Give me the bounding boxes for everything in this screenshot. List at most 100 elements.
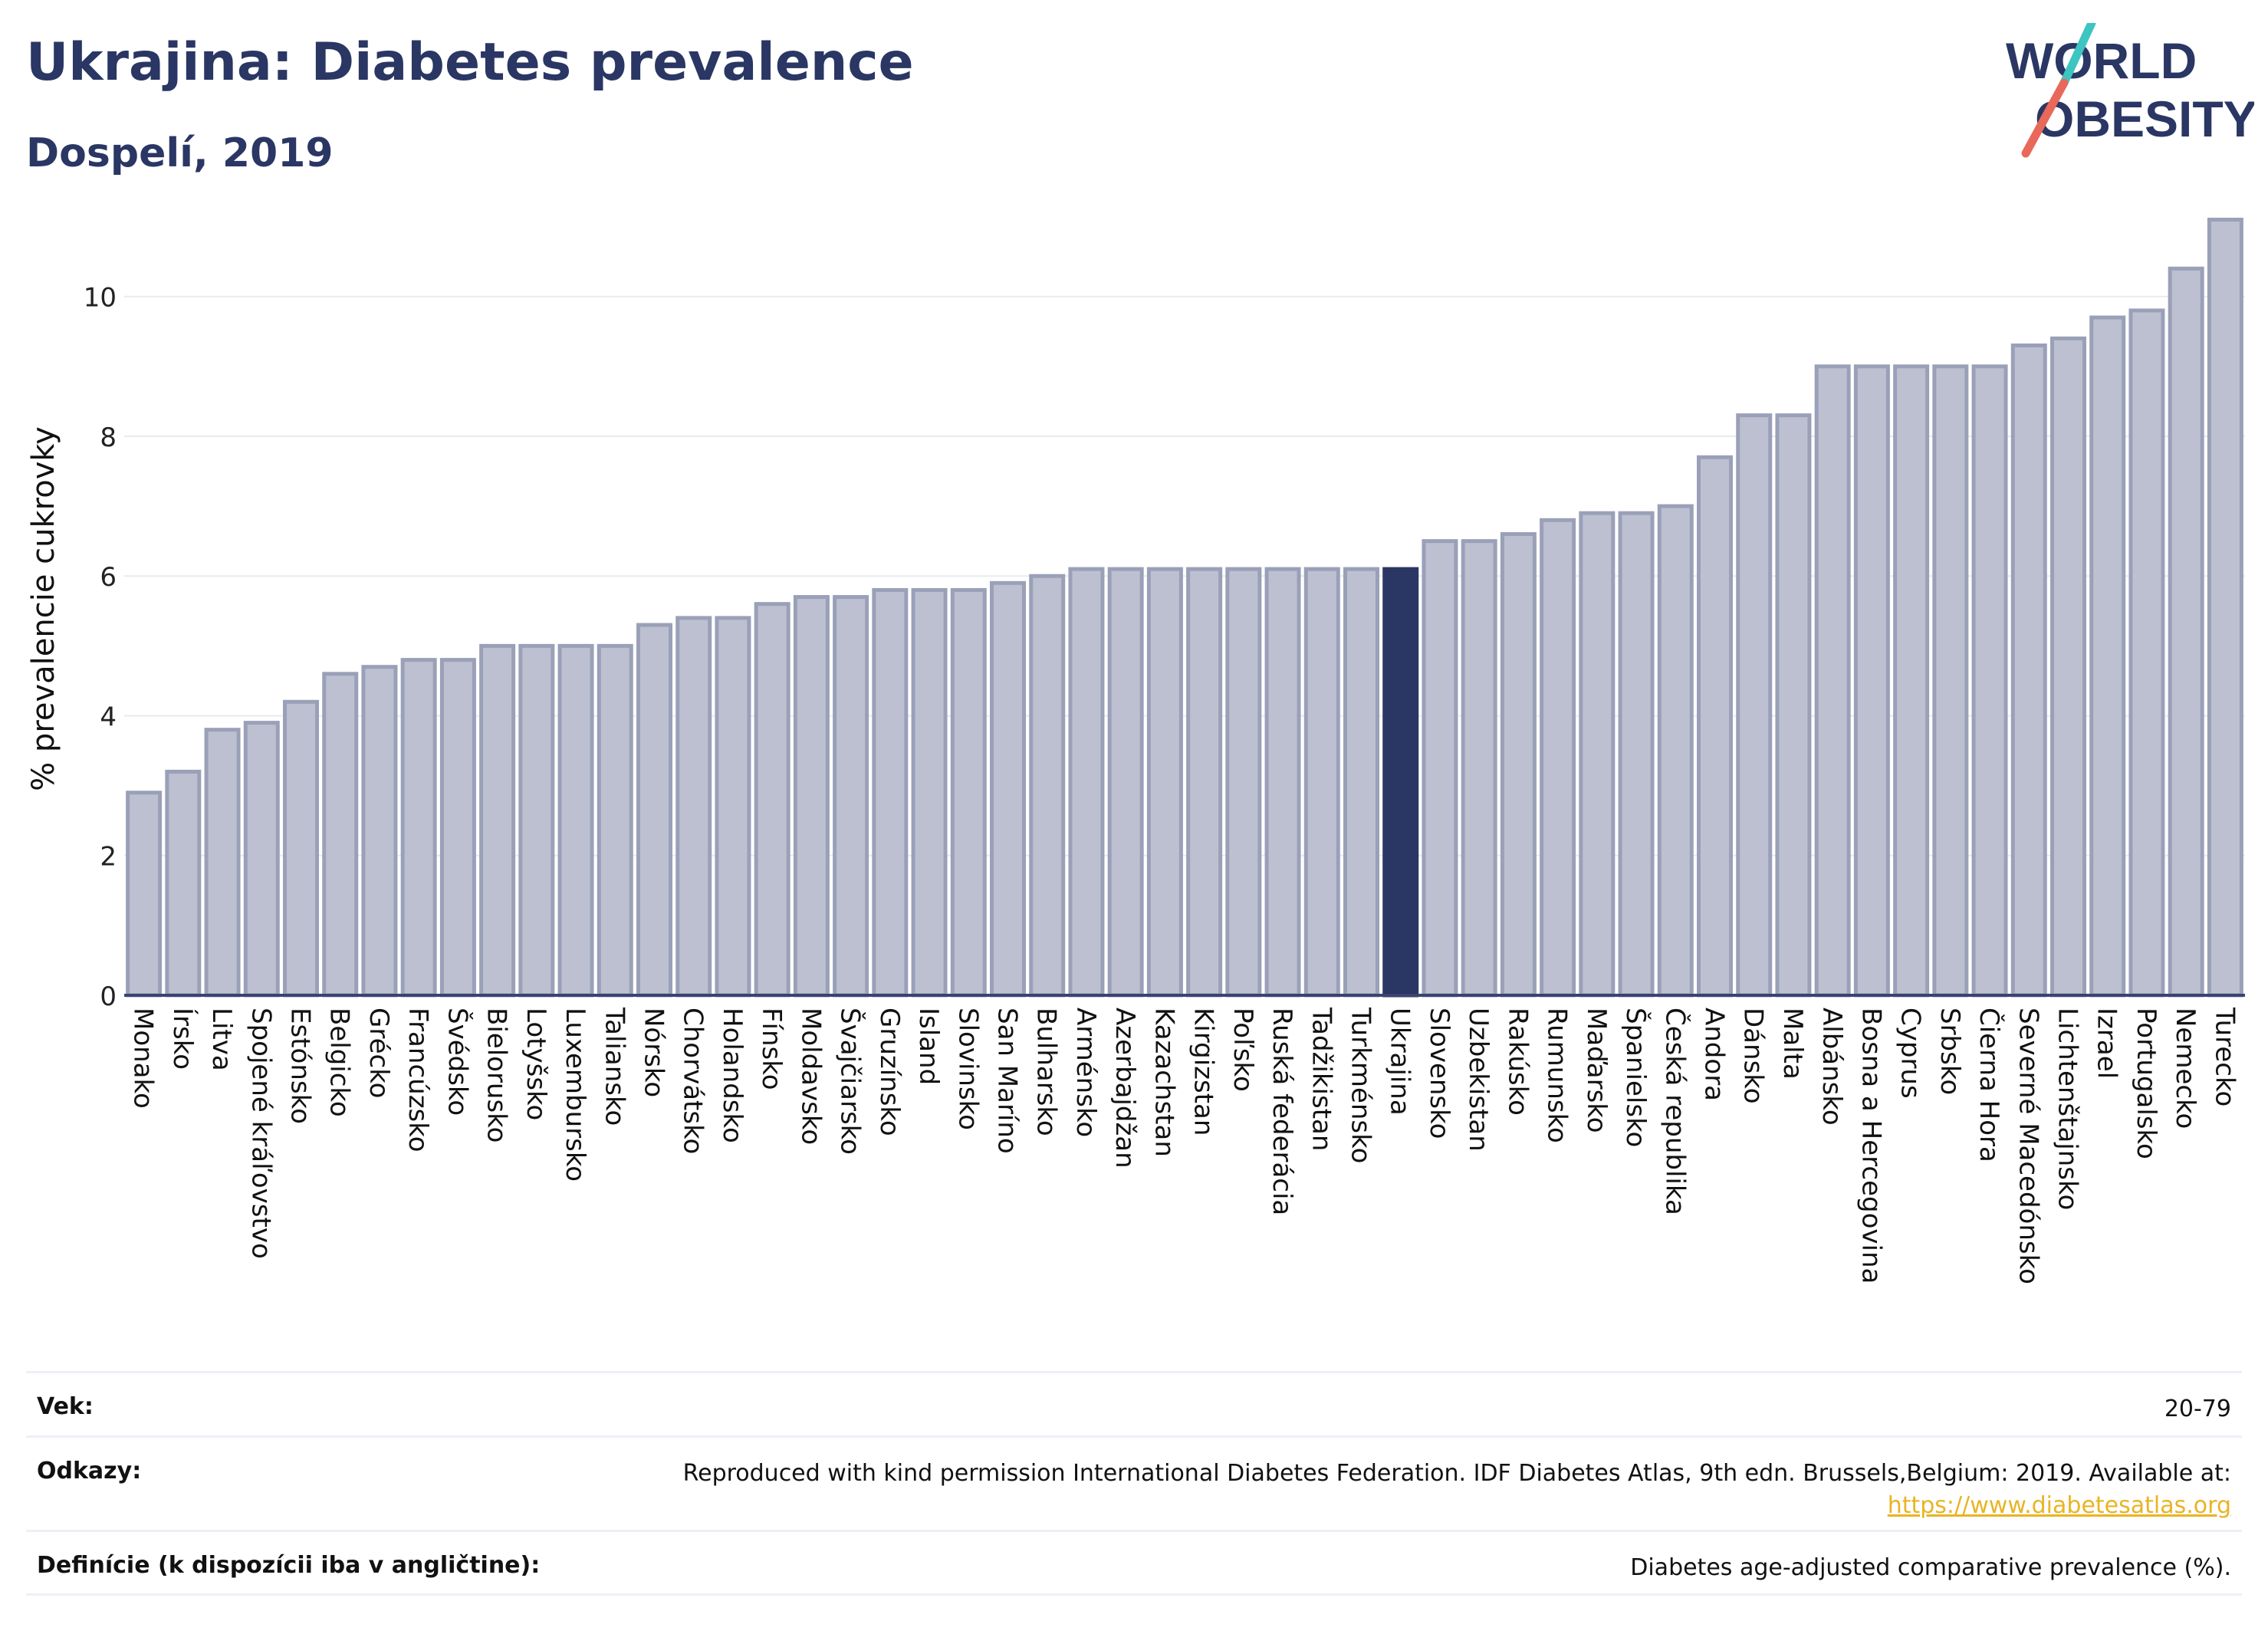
bar bbox=[1540, 518, 1576, 998]
bar bbox=[1618, 511, 1655, 998]
x-tick-label: Spojené kráľovstvo bbox=[245, 1008, 276, 1259]
x-tick-label: Portugalsko bbox=[2131, 1008, 2161, 1159]
bar bbox=[911, 587, 948, 998]
bar bbox=[872, 587, 909, 998]
x-tick-label: Cyprus bbox=[1895, 1008, 1926, 1099]
bar bbox=[1382, 567, 1419, 998]
bar bbox=[1343, 567, 1380, 998]
bar bbox=[126, 791, 163, 998]
bar bbox=[1186, 567, 1223, 998]
bar bbox=[439, 658, 476, 998]
x-tick-label: Čierna Hora bbox=[1974, 1008, 2005, 1162]
bar bbox=[1657, 504, 1694, 998]
x-tick-label: Srbsko bbox=[1934, 1008, 1965, 1095]
bar bbox=[2168, 266, 2204, 998]
bar bbox=[322, 672, 359, 998]
x-tick-label: Česká republika bbox=[1659, 1008, 1691, 1215]
bar bbox=[361, 665, 398, 998]
x-tick-label: Bosna a Hercegovina bbox=[1855, 1008, 1886, 1284]
bar bbox=[479, 643, 516, 998]
bar bbox=[1579, 511, 1616, 998]
bar bbox=[1775, 413, 1812, 998]
references-link[interactable]: https://www.diabetesatlas.org bbox=[1887, 1492, 2231, 1519]
bar bbox=[754, 602, 791, 998]
y-tick-label: 2 bbox=[100, 842, 117, 873]
x-tick-label: Albánsko bbox=[1816, 1008, 1847, 1126]
logo-text-line2: OBESITY bbox=[2035, 90, 2254, 147]
x-tick-label: San Maríno bbox=[992, 1008, 1023, 1154]
bar bbox=[1107, 567, 1144, 998]
x-tick-label: Taliansko bbox=[599, 1007, 629, 1126]
age-label: Vek: bbox=[37, 1393, 94, 1420]
x-tick-label: Holandsko bbox=[717, 1008, 748, 1143]
x-tick-label: Turkménsko bbox=[1346, 1007, 1376, 1163]
x-tick-label: Monako bbox=[128, 1008, 159, 1109]
x-tick-label: Írsko bbox=[167, 1008, 199, 1070]
bar-chart: 0 2 4 6 8 10 Monako Írsko Litva Spojené kráľovstv… bbox=[26, 217, 2245, 1284]
bar bbox=[1696, 455, 1734, 998]
age-value: 20-79 bbox=[2164, 1396, 2231, 1422]
bar bbox=[1853, 364, 1890, 998]
bar bbox=[1264, 567, 1301, 998]
bar bbox=[1303, 567, 1340, 998]
x-tick-label: Estónsko bbox=[285, 1008, 316, 1124]
bar bbox=[165, 769, 202, 998]
bar bbox=[636, 623, 673, 998]
info-row-definitions: Definície (k dispozícii iba v angličtine… bbox=[26, 1530, 2242, 1596]
info-row-age: Vek: 20-79 bbox=[26, 1371, 2242, 1435]
x-tick-label: Poľsko bbox=[1228, 1008, 1258, 1092]
bar bbox=[1932, 364, 1969, 998]
references-label: Odkazy: bbox=[37, 1458, 142, 1484]
x-tick-label: Island bbox=[913, 1008, 944, 1085]
x-tick-label: Malta bbox=[1777, 1008, 1808, 1080]
x-tick-label: Slovinsko bbox=[952, 1008, 983, 1130]
x-tick-label: Turecko bbox=[2209, 1007, 2240, 1106]
bar bbox=[1068, 567, 1105, 998]
x-tick-label: Rakúsko bbox=[1502, 1008, 1533, 1116]
y-tick-label: 6 bbox=[100, 562, 117, 593]
bar bbox=[2128, 308, 2165, 998]
bar bbox=[1461, 539, 1497, 998]
x-tick-label: Arménsko bbox=[1070, 1008, 1101, 1137]
page-subtitle: Dospelí, 2019 bbox=[26, 130, 334, 176]
x-tick-label: Izrael bbox=[2092, 1008, 2122, 1079]
x-tick-label: Rumunsko bbox=[1542, 1008, 1573, 1143]
x-tick-label: Dánsko bbox=[1738, 1008, 1769, 1104]
bar bbox=[675, 616, 712, 998]
bar bbox=[597, 643, 633, 998]
bar bbox=[715, 616, 751, 998]
x-tick-label: Francúzsko bbox=[403, 1008, 433, 1152]
y-tick-label: 10 bbox=[84, 283, 117, 314]
x-tick-label: Bielorusko bbox=[482, 1008, 512, 1142]
logo-slash-bottom bbox=[2021, 78, 2069, 158]
x-tick-label: Severné Macedónsko bbox=[2013, 1008, 2043, 1284]
y-axis-title: % prevalencie cukrovky bbox=[26, 426, 61, 791]
bar bbox=[2049, 336, 2087, 998]
x-tick-label: Chorvátsko bbox=[678, 1008, 708, 1154]
x-tick-label: Lichtenštajnsko bbox=[2053, 1008, 2083, 1210]
x-tick-label: Španielsko bbox=[1620, 1008, 1652, 1147]
x-tick-label: Maďarsko bbox=[1581, 1008, 1612, 1133]
bar bbox=[557, 643, 594, 998]
x-tick-label: Fínsko bbox=[756, 1008, 787, 1090]
world-obesity-logo: WORLD OBESITY bbox=[2006, 23, 2254, 158]
x-tick-label: Ruská federácia bbox=[1267, 1008, 1297, 1215]
references-text: Reproduced with kind permission Internat… bbox=[682, 1460, 2231, 1487]
info-table: Vek: 20-79 Odkazy: Reproduced with kind … bbox=[26, 1371, 2242, 1596]
x-tick-label: Nórsko bbox=[639, 1008, 669, 1097]
bar bbox=[1736, 413, 1773, 998]
x-tick-label: Nemecko bbox=[2170, 1008, 2201, 1129]
bar bbox=[833, 595, 869, 998]
bar bbox=[2089, 315, 2126, 998]
bar bbox=[793, 595, 830, 998]
x-tick-label: Luxembursko bbox=[560, 1008, 590, 1182]
x-tick-label: Švédsko bbox=[442, 1008, 473, 1116]
x-tick-label: Grécko bbox=[363, 1008, 394, 1098]
info-row-references: Odkazy: Reproduced with kind permission … bbox=[26, 1435, 2242, 1530]
bar bbox=[1422, 539, 1458, 998]
x-tick-label: Uzbekistan bbox=[1463, 1008, 1494, 1152]
definitions-label: Definície (k dispozícii iba v angličtine… bbox=[37, 1552, 541, 1579]
x-tick-label: Tadžikistan bbox=[1306, 1007, 1336, 1151]
bar bbox=[518, 643, 555, 998]
x-tick-label: Slovensko bbox=[1424, 1008, 1454, 1139]
